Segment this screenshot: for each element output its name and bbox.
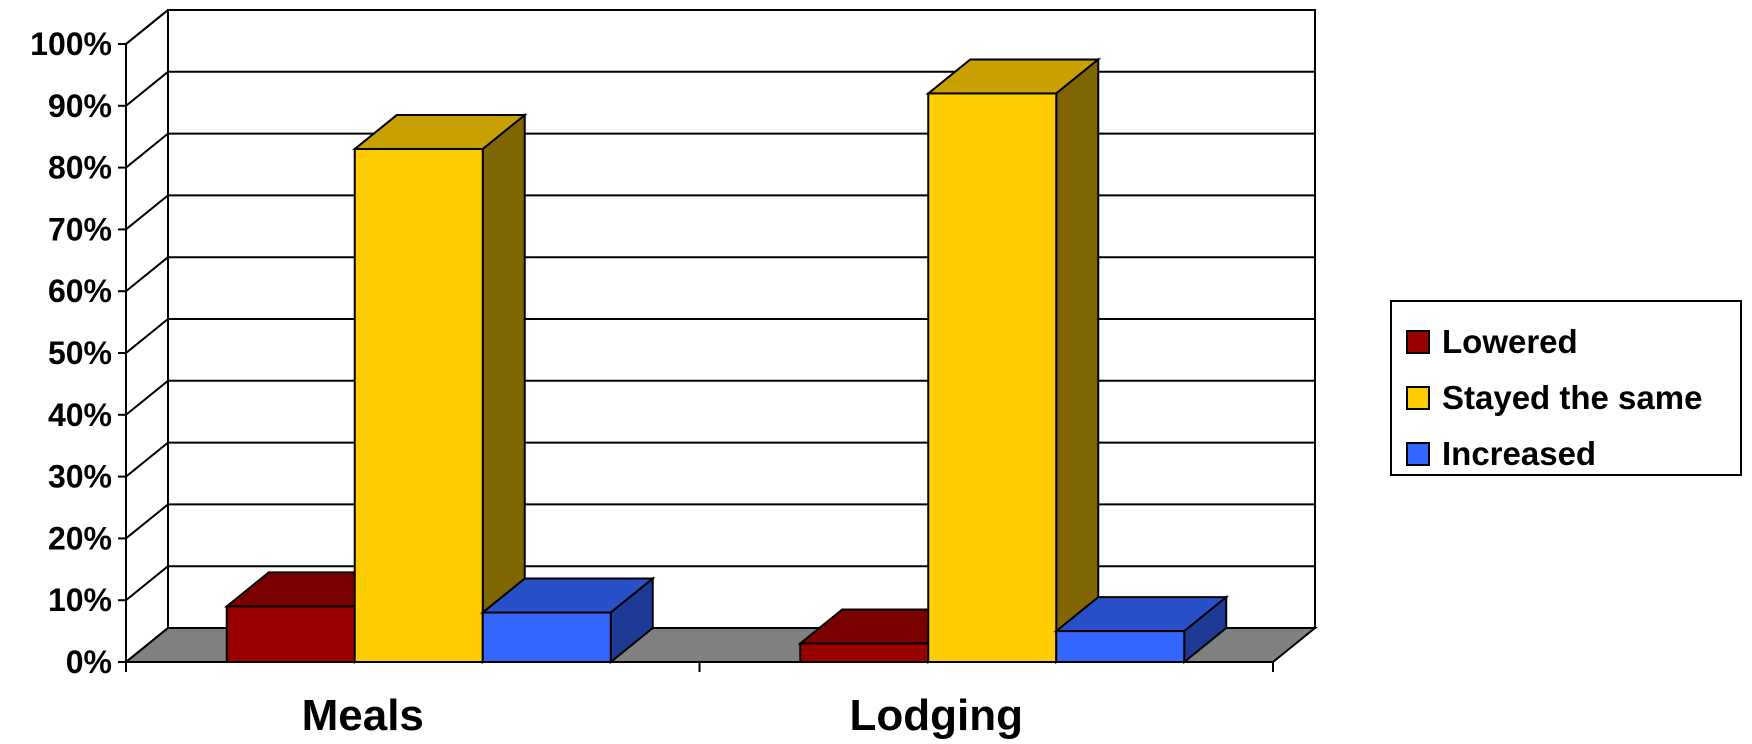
gridline-side [125, 132, 169, 169]
gridline-side [125, 318, 169, 354]
bar [479, 576, 656, 665]
gridline-side [125, 503, 169, 540]
bar-front [927, 92, 1058, 663]
bar [1053, 595, 1230, 665]
legend-item: Increased [1392, 426, 1740, 482]
gridline-side [125, 194, 169, 231]
y-tick-label: 70% [48, 211, 112, 247]
bar-side [481, 112, 526, 665]
bar-front [225, 605, 356, 664]
bar-front [353, 148, 484, 663]
x-category-label: Meals [302, 691, 424, 740]
chart-legend: Lowered Stayed the same Increased [1390, 300, 1742, 476]
y-tick-label: 10% [48, 582, 112, 618]
gridline-side [125, 441, 169, 478]
y-tick-label: 60% [48, 273, 112, 309]
y-tick-label: 0% [66, 644, 112, 680]
legend-label: Stayed the same [1442, 379, 1703, 416]
bar-front [1055, 630, 1186, 663]
legend-item: Lowered [1392, 314, 1740, 370]
y-tick-label: 40% [48, 397, 112, 433]
legend-label: Increased [1442, 435, 1597, 472]
gridline-side [125, 380, 169, 416]
y-tick-label: 30% [48, 459, 112, 495]
bar [925, 57, 1102, 665]
legend-swatch [1406, 442, 1430, 466]
y-tick-label: 80% [48, 150, 112, 186]
bar-front [799, 642, 930, 664]
gridline-side [125, 565, 169, 601]
gridline-side [125, 627, 169, 663]
y-tick-label: 50% [48, 335, 112, 371]
legend-label: Lowered [1442, 323, 1578, 360]
legend-swatch [1406, 330, 1430, 354]
y-tick-label: 20% [48, 520, 112, 556]
y-tick-label: 100% [30, 26, 112, 62]
legend-item: Stayed the same [1392, 370, 1740, 426]
x-category-label: Lodging [850, 691, 1024, 740]
bar-front [481, 611, 612, 663]
y-axis-top [125, 9, 169, 45]
legend-swatch [1406, 386, 1430, 410]
gridline-side [125, 256, 169, 292]
gridline-side [125, 71, 169, 107]
bar-side [1055, 57, 1100, 665]
bar [351, 112, 528, 665]
y-tick-label: 90% [48, 88, 112, 124]
